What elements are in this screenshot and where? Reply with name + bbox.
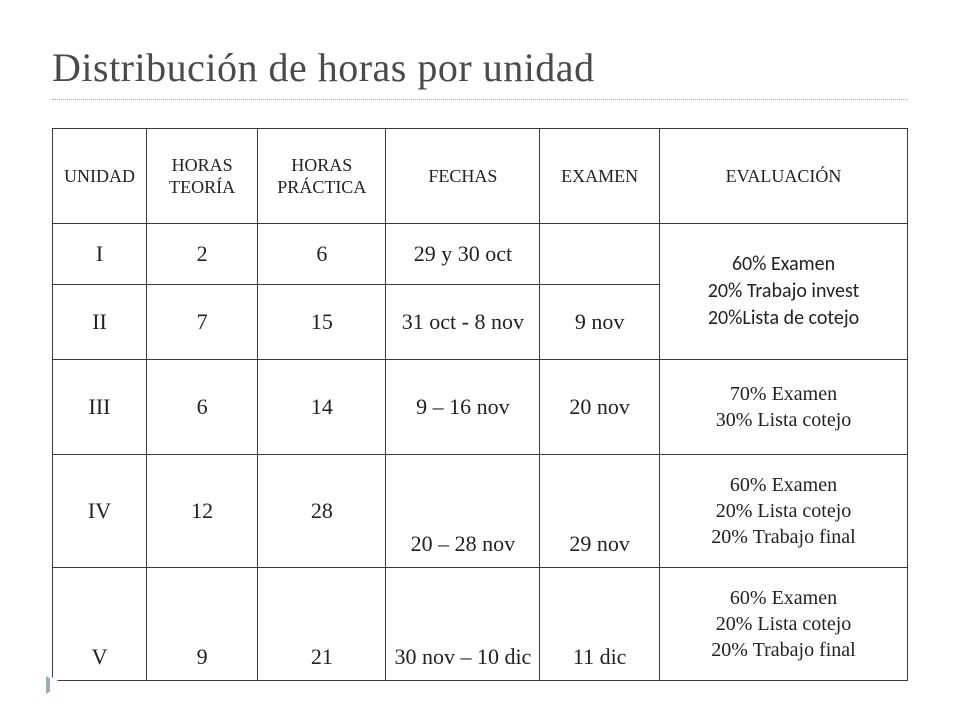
cell-practica: 21 xyxy=(258,568,386,681)
table-row: III 6 14 9 – 16 nov 20 nov 70% Examen 30… xyxy=(53,360,908,455)
cell-examen: 29 nov xyxy=(540,455,660,568)
cell-practica: 6 xyxy=(258,224,386,285)
cell-examen xyxy=(540,224,660,285)
cell-examen: 9 nov xyxy=(540,285,660,360)
eval-line: 20% Trabajo final xyxy=(666,524,901,550)
eval-line: 60% Examen xyxy=(666,585,901,611)
eval-line: 60% Examen xyxy=(666,251,901,278)
cell-teoria: 2 xyxy=(147,224,258,285)
col-teoria: HORAS TEORÍA xyxy=(147,129,258,224)
cell-teoria: 12 xyxy=(147,455,258,568)
table-row: I 2 6 29 y 30 oct 60% Examen 20% Trabajo… xyxy=(53,224,908,285)
table-row: V 9 21 30 nov – 10 dic 11 dic 60% Examen… xyxy=(53,568,908,681)
cell-eval: 60% Examen 20% Trabajo invest 20%Lista d… xyxy=(660,224,908,360)
cell-teoria: 9 xyxy=(147,568,258,681)
page-title: Distribución de horas por unidad xyxy=(52,44,908,91)
cell-unidad: V xyxy=(53,568,147,681)
cell-fechas: 29 y 30 oct xyxy=(386,224,540,285)
cell-fechas: 20 – 28 nov xyxy=(386,455,540,568)
eval-line: 60% Examen xyxy=(666,472,901,498)
eval-line: 70% Examen xyxy=(666,381,901,407)
col-eval: EVALUACIÓN xyxy=(660,129,908,224)
cell-eval: 70% Examen 30% Lista cotejo xyxy=(660,360,908,455)
next-arrow-icon xyxy=(46,676,61,694)
cell-eval: 60% Examen 20% Lista cotejo 20% Trabajo … xyxy=(660,455,908,568)
cell-practica: 28 xyxy=(258,455,386,568)
col-examen: EXAMEN xyxy=(540,129,660,224)
cell-fechas: 9 – 16 nov xyxy=(386,360,540,455)
cell-unidad: IV xyxy=(53,455,147,568)
cell-fechas: 30 nov – 10 dic xyxy=(386,568,540,681)
col-practica: HORAS PRÁCTICA xyxy=(258,129,386,224)
cell-practica: 14 xyxy=(258,360,386,455)
hours-table: UNIDAD HORAS TEORÍA HORAS PRÁCTICA FECHA… xyxy=(52,128,908,681)
cell-eval: 60% Examen 20% Lista cotejo 20% Trabajo … xyxy=(660,568,908,681)
cell-fechas: 31 oct - 8 nov xyxy=(386,285,540,360)
cell-unidad: I xyxy=(53,224,147,285)
eval-line: 20% Lista cotejo xyxy=(666,498,901,524)
cell-teoria: 6 xyxy=(147,360,258,455)
cell-unidad: III xyxy=(53,360,147,455)
cell-examen: 20 nov xyxy=(540,360,660,455)
eval-line: 30% Lista cotejo xyxy=(666,407,901,433)
eval-line: 20% Trabajo invest xyxy=(666,278,901,305)
eval-line: 20% Trabajo final xyxy=(666,637,901,663)
eval-line: 20% Lista cotejo xyxy=(666,611,901,637)
cell-teoria: 7 xyxy=(147,285,258,360)
table-row: IV 12 28 20 – 28 nov 29 nov 60% Examen 2… xyxy=(53,455,908,568)
table-header-row: UNIDAD HORAS TEORÍA HORAS PRÁCTICA FECHA… xyxy=(53,129,908,224)
cell-practica: 15 xyxy=(258,285,386,360)
cell-examen: 11 dic xyxy=(540,568,660,681)
col-unidad: UNIDAD xyxy=(53,129,147,224)
cell-unidad: II xyxy=(53,285,147,360)
col-fechas: FECHAS xyxy=(386,129,540,224)
eval-line: 20%Lista de cotejo xyxy=(666,305,901,332)
slide: Distribución de horas por unidad UNIDAD … xyxy=(0,0,960,720)
title-rule xyxy=(52,99,908,100)
